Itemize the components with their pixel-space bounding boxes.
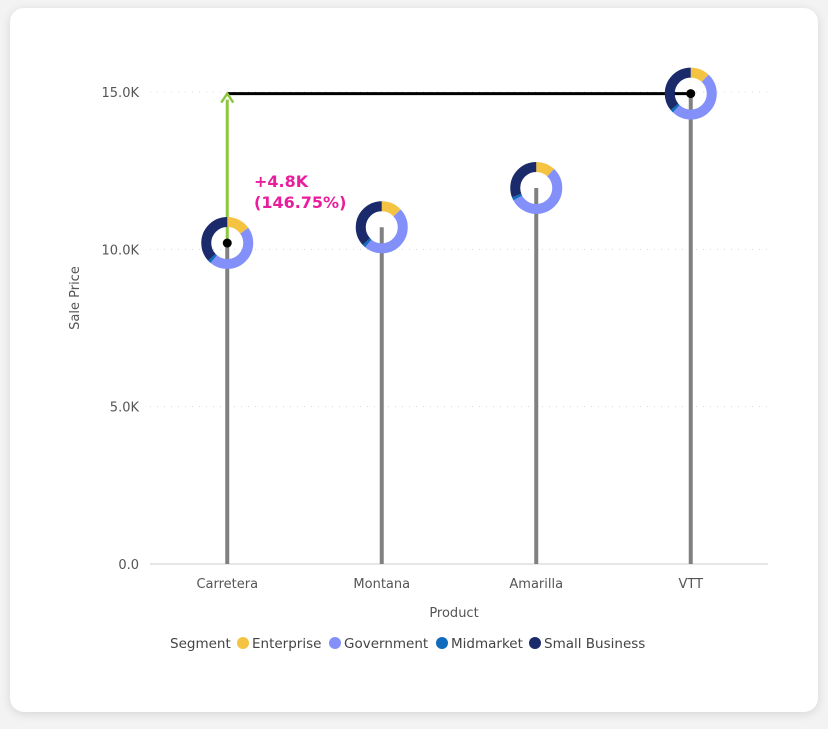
y-tick-label: 5.0K xyxy=(110,401,140,416)
y-axis-label: Sale Price xyxy=(68,266,83,330)
y-tick-label: 0.0 xyxy=(118,558,139,573)
donut-vtt[interactable] xyxy=(664,67,717,120)
legend-marker xyxy=(329,637,341,649)
legend-marker xyxy=(237,637,249,649)
donut-slice[interactable] xyxy=(664,67,717,120)
y-tick-label: 10.0K xyxy=(102,243,140,258)
legend-item[interactable]: Government xyxy=(329,636,428,652)
anchor-dot xyxy=(686,89,696,99)
donut-slice[interactable] xyxy=(201,217,254,270)
donut-slice[interactable] xyxy=(201,217,254,270)
donut-slice[interactable] xyxy=(355,201,408,254)
chart-card xyxy=(10,8,818,712)
legend-label: Midmarket xyxy=(451,636,523,652)
donut-carretera[interactable] xyxy=(201,217,254,270)
annotation-percent: (146.75%) xyxy=(254,193,346,212)
legend-label: Small Business xyxy=(544,636,645,652)
donut-amarilla[interactable] xyxy=(510,161,563,214)
donut-slice[interactable] xyxy=(355,201,408,254)
anchor-dot xyxy=(222,238,232,248)
donut-montana[interactable] xyxy=(355,201,408,254)
legend-item[interactable]: Enterprise xyxy=(237,636,321,652)
donut-slice[interactable] xyxy=(664,67,717,120)
legend-item[interactable]: Midmarket xyxy=(436,636,523,652)
y-tick-label: 15.0K xyxy=(102,86,140,101)
legend-marker xyxy=(529,637,541,649)
donut-slice[interactable] xyxy=(510,161,563,214)
x-tick-label: Montana xyxy=(353,577,410,592)
x-tick-label: VTT xyxy=(678,577,703,592)
legend-marker xyxy=(436,637,448,649)
legend-item[interactable]: Small Business xyxy=(529,636,645,652)
donut-slice[interactable] xyxy=(510,161,563,214)
legend-label: Enterprise xyxy=(252,636,321,652)
arrow-head-icon xyxy=(220,91,235,104)
x-axis-label: Product xyxy=(429,606,478,621)
legend-title: Segment xyxy=(170,636,231,652)
x-tick-label: Carretera xyxy=(196,577,258,592)
x-tick-label: Amarilla xyxy=(509,577,563,592)
legend-label: Government xyxy=(344,636,428,652)
annotation-delta: +4.8K xyxy=(254,172,309,191)
